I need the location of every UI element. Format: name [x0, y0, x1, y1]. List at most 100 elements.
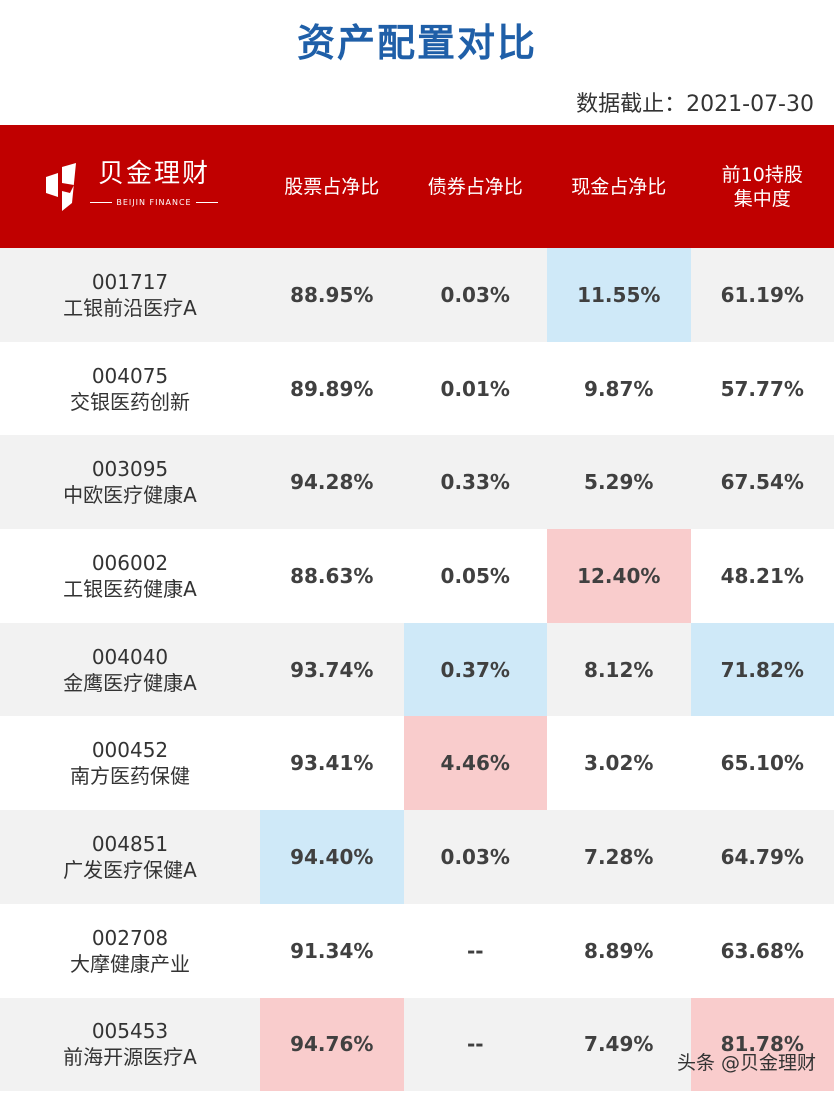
stock-value-cell: 88.95% [260, 248, 404, 342]
stock-value-cell: 91.34% [260, 904, 404, 998]
bond-value-cell: 0.01% [404, 342, 548, 436]
cash-value-cell: 7.49% [547, 998, 691, 1092]
cash-value: 11.55% [577, 282, 661, 307]
top10-value-cell: 71.82% [690, 622, 834, 717]
bond-value-cell: -- [404, 904, 548, 998]
top10-value: 61.19% [720, 282, 804, 307]
fund-cell: 004851 广发医疗保健A [0, 810, 260, 904]
cash-value-cell: 8.12% [547, 623, 691, 717]
fund-cell: 000452 南方医药保健 [0, 716, 260, 810]
logo-subtitle: BEIJIN FINANCE [116, 197, 192, 207]
stock-value-cell: 94.76% [260, 997, 404, 1092]
table-body: 001717 工银前沿医疗A 88.95% 0.03% 11.55% 61.19% 0040… [0, 248, 834, 1092]
cash-value-cell: 5.29% [547, 435, 691, 529]
cash-value-cell: 3.02% [547, 716, 691, 810]
stock-value: 94.76% [290, 1032, 374, 1057]
table-row: 001717 工银前沿医疗A 88.95% 0.03% 11.55% 61.19% [0, 248, 834, 342]
fund-code: 004040 [91, 644, 169, 669]
stock-value-cell: 94.40% [260, 810, 404, 904]
fund-code: 003095 [91, 457, 169, 482]
bond-value: 0.37% [440, 657, 510, 682]
fund-name: 交银医药创新 [70, 389, 190, 414]
fund-name: 前海开源医疗A [63, 1045, 197, 1070]
fund-name: 广发医疗保健A [63, 857, 197, 882]
table-row: 006002 工银医药健康A 88.63% 0.05% 12.40% 48.21% [0, 529, 834, 623]
fund-code: 002708 [91, 925, 169, 950]
fund-cell: 004075 交银医药创新 [0, 342, 260, 436]
stock-value-cell: 93.74% [260, 623, 404, 717]
bond-value: -- [466, 1032, 484, 1057]
cash-value: 7.49% [584, 1032, 654, 1057]
stock-value: 93.41% [290, 751, 374, 776]
logo-mark-icon [46, 162, 77, 211]
fund-cell: 005453 前海开源医疗A [0, 998, 260, 1092]
stock-value: 88.95% [290, 282, 374, 307]
header-top10: 前10持股 集中度 [721, 163, 803, 210]
cash-value-cell: 7.28% [547, 810, 691, 904]
fund-name: 工银前沿医疗A [63, 295, 197, 320]
fund-code: 000452 [91, 738, 169, 763]
stock-value: 91.34% [290, 938, 374, 963]
bond-value-cell: 0.03% [404, 810, 548, 904]
fund-name: 工银医药健康A [63, 576, 197, 601]
logo-cell: 贝金理财 BEIJIN FINANCE [0, 125, 260, 248]
bond-value-cell: 0.37% [403, 622, 547, 717]
cash-value-cell: 12.40% [547, 529, 691, 623]
table-row: 004851 广发医疗保健A 94.40% 0.03% 7.28% 64.79% [0, 810, 834, 904]
top10-value-cell: 63.68% [691, 904, 834, 998]
stock-value-cell: 88.63% [260, 529, 404, 623]
top10-value-cell: 48.21% [691, 529, 834, 623]
fund-code: 001717 [91, 269, 169, 294]
top10-value-cell: 61.19% [691, 248, 834, 342]
cash-value-cell: 11.55% [547, 248, 691, 342]
fund-name: 中欧医疗健康A [63, 483, 197, 508]
table-row: 003095 中欧医疗健康A 94.28% 0.33% 5.29% 67.54% [0, 435, 834, 530]
table-row: 000452 南方医药保健 93.41% 4.46% 3.02% 65.10% [0, 716, 834, 811]
stock-value: 88.63% [290, 563, 374, 588]
fund-cell: 004040 金鹰医疗健康A [0, 623, 260, 717]
bond-value: 0.33% [440, 470, 510, 495]
header-bond: 债券占净比 [427, 175, 523, 198]
top10-value: 64.79% [720, 844, 804, 869]
stock-value-cell: 93.41% [260, 716, 404, 810]
fund-code: 006002 [91, 550, 169, 575]
table-header: 贝金理财 BEIJIN FINANCE 股票占净比 债券占净比 现金占净比 前1… [0, 125, 834, 248]
bond-value: -- [466, 938, 484, 963]
stock-value: 93.74% [290, 657, 374, 682]
bond-value-cell: -- [404, 998, 548, 1092]
page-title: 资产配置对比 [296, 21, 537, 65]
fund-cell: 006002 工银医药健康A [0, 529, 260, 623]
fund-cell: 003095 中欧医疗健康A [0, 435, 260, 529]
fund-name: 大摩健康产业 [70, 951, 190, 976]
bond-value: 0.05% [440, 563, 510, 588]
top10-value-cell: 67.54% [691, 435, 834, 529]
logo: 贝金理财 BEIJIN FINANCE [42, 158, 218, 215]
top10-value-cell: 65.10% [691, 716, 834, 810]
header-stock: 股票占净比 [284, 175, 380, 198]
cash-value: 7.28% [584, 844, 654, 869]
fund-cell: 002708 大摩健康产业 [0, 904, 260, 998]
fund-name: 金鹰医疗健康A [63, 670, 197, 695]
top10-value: 71.82% [720, 657, 804, 682]
bond-value-cell: 0.03% [404, 248, 548, 342]
stock-value-cell: 94.28% [260, 435, 404, 529]
cash-value: 8.89% [584, 938, 654, 963]
data-date: 数据截止：2021-07-30 [576, 92, 814, 117]
table-row: 004075 交银医药创新 89.89% 0.01% 9.87% 57.77% [0, 341, 834, 436]
cash-value-cell: 8.89% [547, 904, 691, 998]
stock-value: 94.28% [290, 470, 374, 495]
fund-name: 南方医药保健 [70, 764, 190, 789]
bond-value-cell: 4.46% [403, 716, 547, 811]
top10-value: 63.68% [720, 938, 804, 963]
bond-value-cell: 0.05% [404, 529, 548, 623]
stock-value: 89.89% [290, 376, 374, 401]
top10-value: 65.10% [720, 751, 804, 776]
table-row: 002708 大摩健康产业 91.34% -- 8.89% 63.68% [0, 903, 834, 998]
top10-value: 57.77% [720, 376, 804, 401]
fund-cell: 001717 工银前沿医疗A [0, 248, 260, 342]
table-row: 004040 金鹰医疗健康A 93.74% 0.37% 8.12% 71.82% [0, 622, 834, 717]
logo-text: 贝金理财 [97, 158, 210, 189]
cash-value: 8.12% [584, 657, 654, 682]
top10-value-cell: 57.77% [691, 342, 834, 436]
top10-value: 81.78% [720, 1032, 804, 1057]
